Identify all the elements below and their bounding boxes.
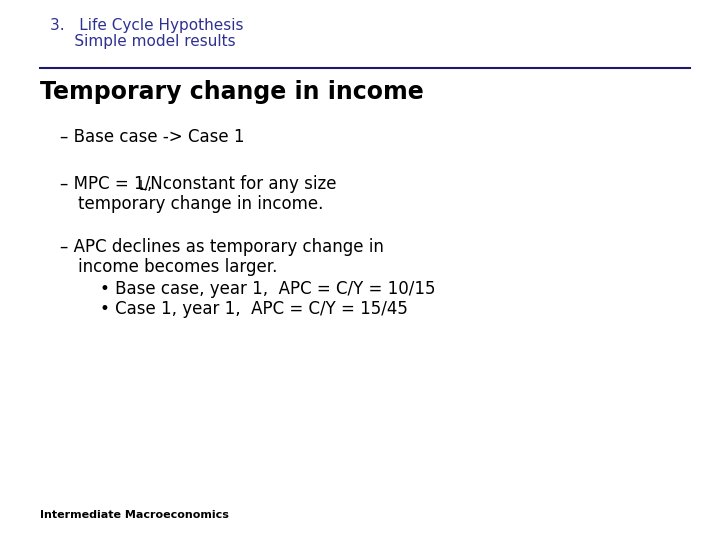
Text: 3.   Life Cycle Hypothesis: 3. Life Cycle Hypothesis: [50, 18, 243, 33]
Text: Intermediate Macroeconomics: Intermediate Macroeconomics: [40, 510, 229, 520]
Text: – Base case -> Case 1: – Base case -> Case 1: [60, 128, 245, 146]
Text: – MPC = 1/N: – MPC = 1/N: [60, 175, 163, 193]
Text: temporary change in income.: temporary change in income.: [78, 195, 323, 213]
Text: • Case 1, year 1,  APC = C/Y = 15/45: • Case 1, year 1, APC = C/Y = 15/45: [100, 300, 408, 318]
Text: ,  constant for any size: , constant for any size: [147, 175, 336, 193]
Text: Temporary change in income: Temporary change in income: [40, 80, 424, 104]
Text: – APC declines as temporary change in: – APC declines as temporary change in: [60, 238, 384, 256]
Text: • Base case, year 1,  APC = C/Y = 10/15: • Base case, year 1, APC = C/Y = 10/15: [100, 280, 436, 298]
Text: income becomes larger.: income becomes larger.: [78, 258, 277, 276]
Text: Simple model results: Simple model results: [50, 34, 235, 49]
Text: L: L: [139, 179, 147, 193]
